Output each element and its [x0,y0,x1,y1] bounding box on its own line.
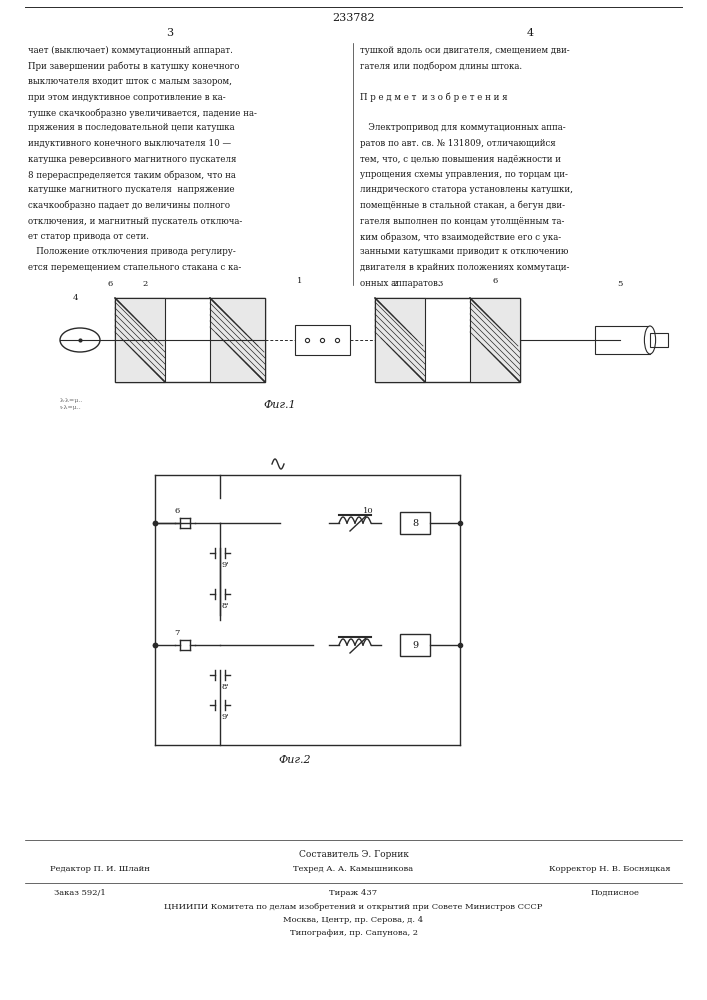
Ellipse shape [644,326,655,354]
Text: Электропривод для коммутационных аппа-: Электропривод для коммутационных аппа- [360,123,566,132]
Text: 2: 2 [392,280,397,288]
Bar [470,298,520,382]
Text: Положение отключения привода регулиру-: Положение отключения привода регулиру- [28,247,235,256]
Bar [295,325,350,355]
Text: 10: 10 [363,507,373,515]
Text: при этом индуктивное сопротивление в ка-: при этом индуктивное сопротивление в ка- [28,93,226,102]
Text: выключателя входит шток с малым зазором,: выключателя входит шток с малым зазором, [28,77,232,86]
Text: При завершении работы в катушку конечного: При завершении работы в катушку конечног… [28,62,240,71]
Text: линдрического статора установлены катушки,: линдрического статора установлены катушк… [360,186,573,194]
Text: гателя выполнен по концам утолщённым та-: гателя выполнен по концам утолщённым та- [360,217,564,226]
Text: тем, что, с целью повышения надёжности и: тем, что, с целью повышения надёжности и [360,154,561,163]
Text: онных аппаратов.: онных аппаратов. [360,278,440,288]
Bar [375,298,425,382]
Text: 5: 5 [617,280,623,288]
Text: Типография, пр. Сапунова, 2: Типография, пр. Сапунова, 2 [289,929,418,937]
Text: Фиг.1: Фиг.1 [264,400,296,410]
Text: двигателя в крайних положениях коммутаци-: двигателя в крайних положениях коммутаци… [360,263,569,272]
Text: 4: 4 [527,28,534,38]
Text: 9': 9' [222,561,230,569]
Text: Составитель Э. Горник: Составитель Э. Горник [298,850,409,859]
Text: ЦНИИПИ Комитета по делам изобретений и открытий при Совете Министров СССР: ЦНИИПИ Комитета по делам изобретений и о… [164,903,543,911]
Bar [400,634,430,656]
Text: 6: 6 [492,277,498,285]
Text: Заказ 592/1: Заказ 592/1 [54,889,106,897]
Text: Корректор Н. В. Босняцкая: Корректор Н. В. Босняцкая [549,865,671,873]
Text: пряжения в последовательной цепи катушка: пряжения в последовательной цепи катушка [28,123,235,132]
Text: 1: 1 [298,277,303,285]
Text: λ·λ=μ..: λ·λ=μ.. [60,398,83,403]
Bar [375,298,520,382]
Text: тушке скачкообразно увеличивается, падение на-: тушке скачкообразно увеличивается, паден… [28,108,257,117]
Text: ется перемещением стапельного стакана с ка-: ется перемещением стапельного стакана с … [28,263,241,272]
Text: ратов по авт. св. № 131809, отличающийся: ратов по авт. св. № 131809, отличающийся [360,139,556,148]
Text: 6: 6 [175,507,180,515]
Text: Фиг.2: Фиг.2 [279,755,311,765]
Text: упрощения схемы управления, по торцам ци-: упрощения схемы управления, по торцам ци… [360,170,568,179]
Text: 4: 4 [72,294,78,302]
Text: 8: 8 [412,518,418,528]
Text: Тираж 437: Тираж 437 [329,889,378,897]
Text: 233782: 233782 [332,13,375,23]
Text: помещённые в стальной стакан, а бегун дви-: помещённые в стальной стакан, а бегун дв… [360,201,565,211]
Text: 8 перераспределяется таким образом, что на: 8 перераспределяется таким образом, что … [28,170,236,180]
Text: Техред А. А. Камышникова: Техред А. А. Камышникова [293,865,414,873]
Text: индуктивного конечного выключателя 10 —: индуктивного конечного выключателя 10 — [28,139,231,148]
Text: гателя или подбором длины штока.: гателя или подбором длины штока. [360,62,522,71]
Text: 8': 8' [222,683,230,691]
Bar [115,298,165,382]
Text: чает (выключает) коммутационный аппарат.: чает (выключает) коммутационный аппарат. [28,46,233,55]
Text: занными катушками приводит к отключению: занными катушками приводит к отключению [360,247,568,256]
Text: ет статор привода от сети.: ет статор привода от сети. [28,232,149,241]
Text: ким образом, что взаимодействие его с ука-: ким образом, что взаимодействие его с ук… [360,232,561,241]
Text: тушкой вдоль оси двигателя, смещением дви-: тушкой вдоль оси двигателя, смещением дв… [360,46,570,55]
Text: Москва, Центр, пр. Серова, д. 4: Москва, Центр, пр. Серова, д. 4 [284,916,423,924]
Bar [400,512,430,534]
Text: 9: 9 [412,641,418,650]
Text: П р е д м е т  и з о б р е т е н и я: П р е д м е т и з о б р е т е н и я [360,93,508,102]
Text: отключения, и магнитный пускатель отключа-: отключения, и магнитный пускатель отключ… [28,217,243,226]
Text: 8': 8' [222,602,230,610]
Text: Подписное: Подписное [590,889,639,897]
Text: скачкообразно падает до величины полного: скачкообразно падает до величины полного [28,201,230,211]
Text: Редактор П. И. Шлайн: Редактор П. И. Шлайн [50,865,150,873]
Bar [210,298,265,382]
Text: 6: 6 [107,280,112,288]
Bar [115,298,265,382]
Text: катушка реверсивного магнитного пускателя: катушка реверсивного магнитного пускател… [28,154,237,163]
Bar [595,326,650,354]
Text: катушке магнитного пускателя  напряжение: катушке магнитного пускателя напряжение [28,186,235,194]
Text: 9': 9' [222,713,230,721]
Bar [650,333,668,347]
Text: 2: 2 [142,280,148,288]
Text: 7: 7 [175,629,180,637]
Text: 3: 3 [438,280,443,288]
Text: ι·λ=μ..: ι·λ=μ.. [60,405,82,410]
Text: 3: 3 [166,28,173,38]
